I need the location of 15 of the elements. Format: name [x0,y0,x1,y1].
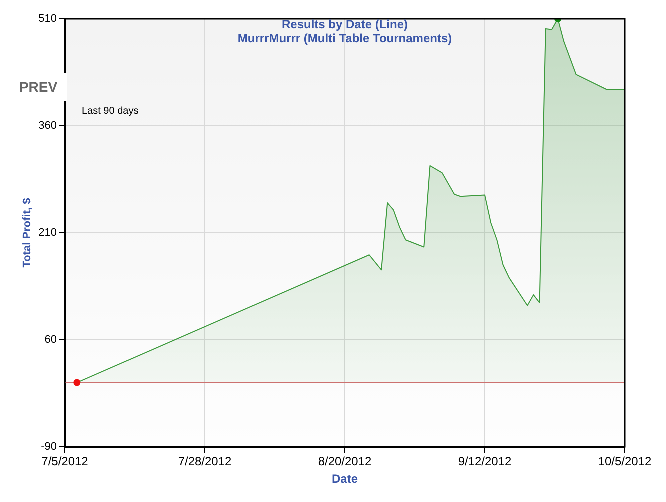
y-tick-label: 360 [38,120,57,132]
y-tick-label: 60 [44,334,57,346]
text: MurrrMurrr (Multi Table Tournaments) [238,31,452,46]
x-tick-label: 7/28/2012 [178,454,232,469]
x-tick-label: 9/12/2012 [458,454,512,469]
annotation: Last 90 days [82,106,139,117]
y-axis-title: Total Profit, $ [22,198,34,268]
x-tick-label: 7/5/2012 [42,454,89,469]
chart-title: Results by Date (Line) [282,17,408,32]
y-tick-label: 210 [38,227,57,240]
y-tick-label: -90 [41,441,57,454]
x-axis-title: Date [332,472,358,486]
x-tick-label: 8/20/2012 [318,454,372,469]
y-tick-label: 510 [38,13,57,26]
x-tick-label: 10/5/2012 [598,454,652,469]
